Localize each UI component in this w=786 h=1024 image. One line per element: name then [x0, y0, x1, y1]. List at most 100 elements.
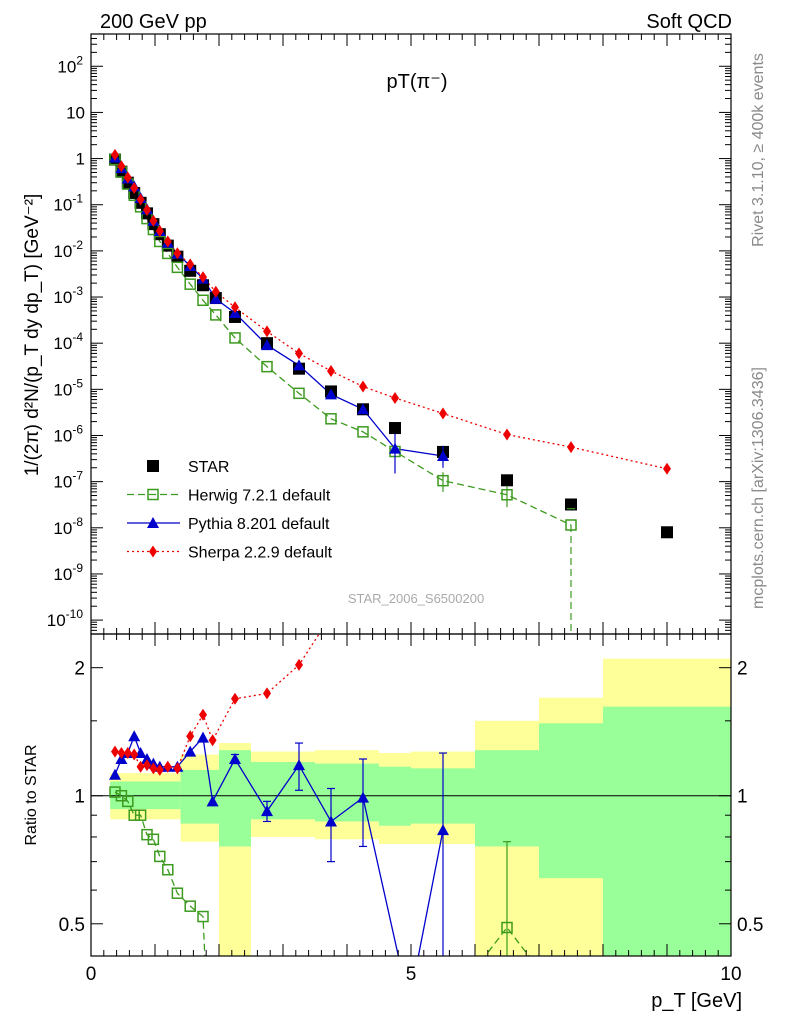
series-line-sherpa: [114, 154, 668, 470]
data-point-sherpa: [149, 214, 158, 227]
upper-plot-frame: [90, 33, 732, 635]
data-point-pythia: [357, 403, 369, 415]
data-point-herwig: [261, 360, 273, 373]
data-point-sherpa: [663, 462, 671, 475]
ratio-point-sherpa: [136, 760, 145, 773]
ratio-point-herwig: [197, 910, 209, 923]
data-point-star: [501, 474, 513, 487]
ratio-point-sherpa: [295, 658, 303, 671]
legend-label-star: STAR: [188, 459, 229, 476]
header-right-label: Soft QCD: [646, 11, 732, 33]
mcplots-credit-label: mcplots.cern.ch [arXiv:1306.3436]: [750, 367, 767, 609]
ratio-y-tick-label: 2: [737, 659, 748, 680]
ratio-line-herwig-tail: [484, 926, 530, 956]
ratio-point-sherpa: [173, 762, 182, 775]
ratio-point-sherpa: [186, 730, 195, 743]
data-point-sherpa: [130, 182, 139, 195]
data-point-sherpa: [136, 193, 145, 206]
ratio-point-herwig: [134, 809, 147, 821]
ratio-point-sherpa: [163, 760, 172, 773]
data-point-sherpa: [391, 391, 399, 404]
ratio-y-tick-label: 1: [737, 787, 748, 808]
y-tick-label: 10: [66, 103, 85, 122]
legend-label-sherpa: Sherpa 2.2.9 default: [188, 545, 333, 562]
data-point-herwig: [293, 387, 305, 400]
ratio-point-sherpa: [130, 748, 139, 761]
band-inner: [603, 706, 731, 956]
ratio-point-sherpa: [231, 692, 239, 705]
ratio-point-herwig: [122, 795, 134, 808]
y-tick-label: 102: [57, 53, 83, 76]
band-inner: [539, 723, 603, 879]
band-inner: [475, 750, 539, 847]
y-tick-label: 10-10: [47, 607, 84, 630]
ratio-point-pythia: [184, 745, 197, 757]
y-tick-label: 10-8: [53, 515, 83, 538]
data-point-herwig: [171, 261, 184, 274]
data-point-pythia: [293, 359, 305, 371]
ratio-point-sherpa: [117, 747, 126, 760]
band-inner: [379, 766, 411, 826]
ratio-point-herwig: [154, 850, 166, 863]
data-point-herwig: [229, 332, 241, 344]
rivet-version-label: Rivet 3.1.10, ≥ 400k events: [750, 53, 767, 247]
uncertainty-bands: [110, 658, 731, 956]
ratio-point-pythia: [325, 815, 337, 827]
series-line-herwig: [114, 159, 572, 526]
data-point-herwig: [210, 309, 222, 321]
y-tick-label: 10-5: [53, 376, 83, 399]
ratio-point-pythia: [109, 768, 121, 780]
series-marks: [109, 148, 673, 956]
x-axis-label: p_T [GeV]: [651, 990, 742, 1012]
ratio-point-pythia: [261, 805, 273, 817]
ratio-point-herwig: [147, 833, 160, 846]
ratio-y-tick-label: 0.5: [59, 915, 85, 936]
x-tick-label: 0: [86, 964, 97, 985]
data-point-sherpa: [503, 428, 511, 441]
upper-y-axis-label: 1/(2π) d²N/(p_T dy dp_T) [GeV⁻²]: [22, 194, 43, 477]
ratio-point-pythia: [141, 752, 153, 764]
analysis-watermark: STAR_2006_S6500200: [348, 591, 484, 606]
ratio-series: [109, 634, 530, 956]
ratio-point-pythia: [128, 730, 141, 742]
data-point-herwig: [162, 247, 174, 260]
data-point-sherpa: [295, 347, 303, 360]
y-tick-label: 10-3: [53, 284, 83, 307]
ratio-point-pythia: [206, 795, 219, 807]
ratio-point-pythia: [437, 824, 449, 836]
data-point-sherpa: [567, 441, 575, 454]
header-left-label: 200 GeV pp: [100, 11, 207, 33]
data-point-star: [661, 526, 673, 539]
y-tick-label: 1: [76, 150, 85, 169]
x-tick-label: 10: [720, 964, 741, 985]
y-tick-label: 10-6: [53, 422, 83, 445]
data-point-sherpa: [439, 407, 447, 420]
ratio-y-tick-label: 0.5: [737, 915, 763, 936]
chart-title: pT(π⁻): [386, 71, 447, 93]
ratio-line-herwig: [114, 791, 206, 956]
ratio-point-herwig: [184, 900, 196, 912]
band-inner: [219, 750, 251, 847]
y-tick-label: 10-1: [53, 192, 83, 215]
x-tick-label: 5: [406, 964, 417, 985]
ratio-point-herwig: [128, 809, 140, 821]
data-point-pythia: [261, 339, 273, 351]
data-point-herwig: [197, 294, 209, 307]
ratio-point-sherpa: [199, 708, 207, 721]
y-tick-label: 10-2: [53, 238, 83, 261]
data-point-sherpa: [199, 271, 207, 284]
ratio-y-tick-label: 2: [74, 659, 85, 680]
data-point-herwig: [357, 426, 369, 438]
legend-marker-star: [147, 460, 159, 472]
ratio-y-axis-label: Ratio to STAR: [23, 744, 40, 845]
legend-marker-sherpa: [149, 545, 157, 558]
data-point-herwig: [325, 413, 337, 425]
series-line-pythia: [114, 157, 444, 457]
data-point-sherpa: [327, 364, 335, 377]
ratio-point-sherpa: [208, 734, 217, 747]
ratio-point-sherpa: [149, 762, 158, 775]
data-point-star: [389, 422, 401, 435]
legend-label-herwig: Herwig 7.2.1 default: [188, 488, 331, 505]
y-tick-label: 10-7: [53, 469, 83, 492]
